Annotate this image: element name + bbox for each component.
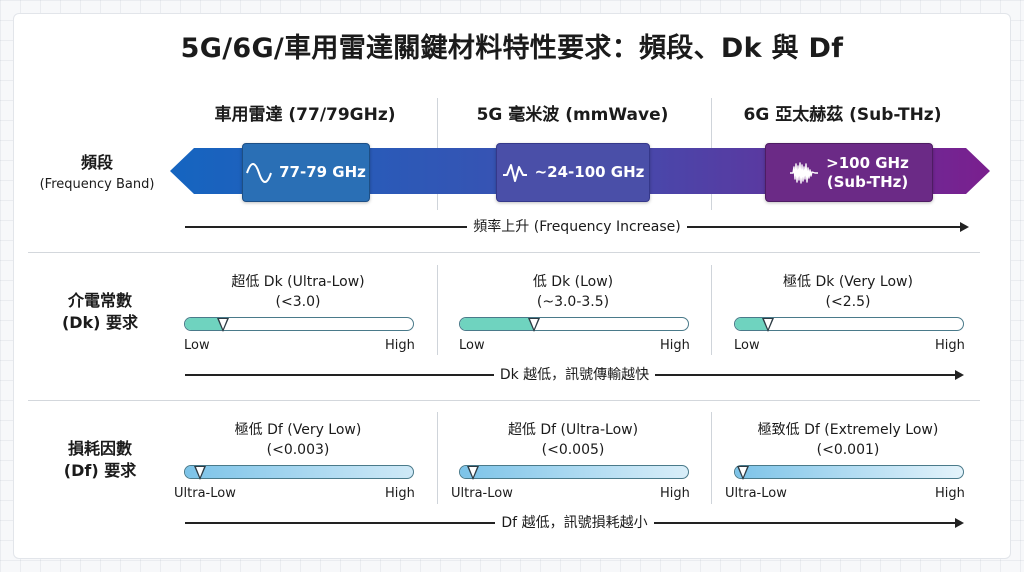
- dk-requirement-car: 超低 Dk (Ultra-Low) (<3.0): [183, 272, 413, 312]
- df-scale-low: Ultra-Low: [174, 486, 236, 501]
- dk-level-bar-6g: [734, 317, 964, 331]
- row-separator: [28, 252, 980, 253]
- dk-scale-low: Low: [184, 338, 210, 353]
- row-label-band-en: (Frequency Band): [39, 177, 155, 192]
- arrow-head-icon: [960, 222, 969, 232]
- df-scale-high: High: [935, 486, 965, 501]
- band-box-car-radar: 77-79 GHz: [242, 143, 370, 202]
- band-label-6g: >100 GHz (Sub-THz): [826, 154, 909, 192]
- dense-wave-icon: [789, 161, 819, 185]
- df-arrow-label: Df 越低，訊號損耗越小: [495, 515, 654, 531]
- row-separator: [28, 400, 980, 401]
- df-level-fill-car: [185, 466, 413, 478]
- column-divider: [711, 412, 712, 504]
- df-requirement-6g-line1: 極致低 Df (Extremely Low): [757, 422, 939, 438]
- row-label-df-line2: (Df) 要求: [63, 461, 137, 480]
- df-marker-icon: [737, 466, 750, 480]
- row-label-df: 損耗因數 (Df) 要求: [40, 438, 160, 482]
- dk-arrow-label: Dk 越低，訊號傳輸越快: [493, 367, 656, 383]
- arrow-head-icon: [955, 370, 964, 380]
- band-box-6g: >100 GHz (Sub-THz): [765, 143, 933, 202]
- dk-level-bar-car: [184, 317, 414, 331]
- arrow-head-icon: [955, 518, 964, 528]
- dk-scale-high: High: [385, 338, 415, 353]
- page-title: 5G/6G/車用雷達關鍵材料特性要求：頻段、Dk 與 Df: [180, 33, 844, 64]
- row-label-dk-line1: 介電常數: [67, 291, 132, 310]
- dk-marker-icon: [528, 318, 541, 332]
- row-label-band-zh: 頻段: [80, 153, 113, 172]
- column-header-6g-subthz: 6G 亞太赫茲 (Sub-THz): [743, 105, 942, 125]
- dk-scale-low: Low: [459, 338, 485, 353]
- row-label-band: 頻段 (Frequency Band): [22, 152, 172, 196]
- df-level-fill-5g: [460, 466, 688, 478]
- band-label-6g-line1: >100 GHz: [826, 153, 909, 172]
- column-divider: [437, 265, 438, 355]
- df-level-bar-5g: [459, 465, 689, 479]
- df-level-fill-6g: [735, 466, 963, 478]
- dk-requirement-6g-line1: 極低 Dk (Very Low): [783, 274, 913, 290]
- dk-marker-icon: [216, 318, 229, 332]
- df-requirement-6g-line2: (<0.001): [816, 442, 880, 458]
- dk-level-fill-car: [185, 318, 224, 330]
- df-marker-icon: [466, 466, 479, 480]
- dk-scale-low: Low: [734, 338, 760, 353]
- column-header-5g-mmwave: 5G 毫米波 (mmWave): [476, 105, 669, 125]
- wave-icon: [502, 163, 528, 183]
- dk-requirement-6g: 極低 Dk (Very Low) (<2.5): [733, 272, 963, 312]
- band-label-6g-line2: (Sub-THz): [826, 172, 909, 191]
- df-scale-low: Ultra-Low: [725, 486, 787, 501]
- df-marker-icon: [193, 466, 206, 480]
- column-header-car-radar: 車用雷達 (77/79GHz): [214, 105, 396, 125]
- dk-level-fill-6g: [735, 318, 770, 330]
- band-box-5g: ~24-100 GHz: [496, 143, 650, 202]
- dk-requirement-5g-line2: (~3.0-3.5): [536, 294, 610, 310]
- df-requirement-car: 極低 Df (Very Low) (<0.003): [183, 420, 413, 460]
- df-scale-low: Ultra-Low: [451, 486, 513, 501]
- df-requirement-6g: 極致低 Df (Extremely Low) (<0.001): [733, 420, 963, 460]
- row-label-dk: 介電常數 (Dk) 要求: [40, 290, 160, 334]
- row-label-dk-line2: (Dk) 要求: [61, 313, 139, 332]
- column-divider: [711, 265, 712, 355]
- df-requirement-5g: 超低 Df (Ultra-Low) (<0.005): [458, 420, 688, 460]
- dk-scale-high: High: [660, 338, 690, 353]
- df-level-bar-car: [184, 465, 414, 479]
- dk-requirement-5g: 低 Dk (Low) (~3.0-3.5): [458, 272, 688, 312]
- dk-level-bar-5g: [459, 317, 689, 331]
- band-label-5g: ~24-100 GHz: [534, 163, 645, 181]
- column-divider: [437, 412, 438, 504]
- df-level-bar-6g: [734, 465, 964, 479]
- dk-level-fill-5g: [460, 318, 536, 330]
- df-requirement-5g-line2: (<0.005): [541, 442, 605, 458]
- df-scale-high: High: [660, 486, 690, 501]
- df-requirement-5g-line1: 超低 Df (Ultra-Low): [507, 422, 639, 438]
- band-label-car-radar: 77-79 GHz: [279, 163, 366, 181]
- dk-requirement-car-line1: 超低 Dk (Ultra-Low): [231, 274, 365, 290]
- frequency-increase-label: 頻率上升 (Frequency Increase): [467, 219, 687, 235]
- dk-requirement-5g-line1: 低 Dk (Low): [532, 274, 614, 290]
- df-requirement-car-line2: (<0.003): [266, 442, 330, 458]
- dk-requirement-6g-line2: (<2.5): [825, 294, 871, 310]
- dk-marker-icon: [762, 318, 775, 332]
- dk-scale-high: High: [935, 338, 965, 353]
- sine-wave-icon: [246, 162, 273, 183]
- df-requirement-car-line1: 極低 Df (Very Low): [234, 422, 362, 438]
- row-label-df-line1: 損耗因數: [67, 439, 132, 458]
- df-scale-high: High: [385, 486, 415, 501]
- dk-requirement-car-line2: (<3.0): [275, 294, 321, 310]
